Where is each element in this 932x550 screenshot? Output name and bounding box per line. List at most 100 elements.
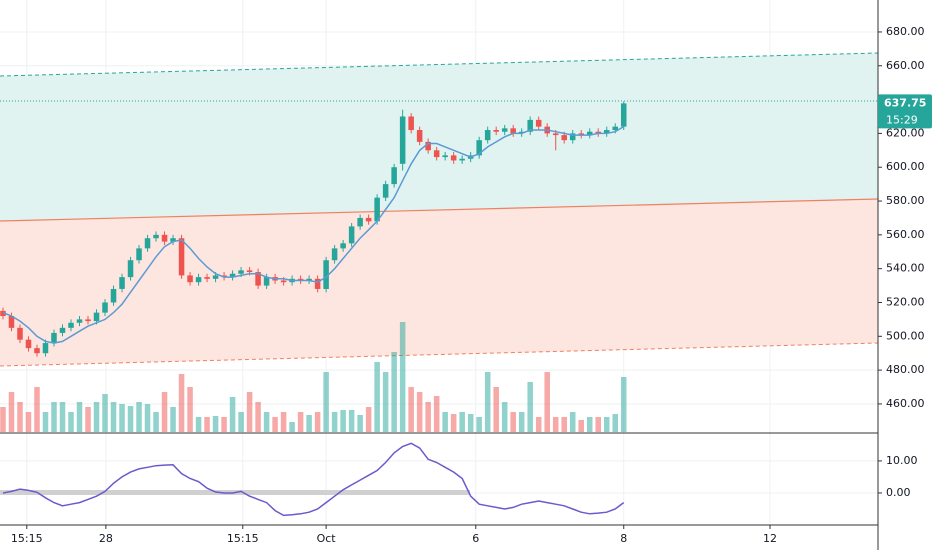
volume-bar: [93, 402, 100, 432]
candle-body: [612, 126, 619, 131]
volume-bar: [178, 374, 185, 432]
candle-body: [204, 277, 210, 279]
volume-bar: [416, 392, 423, 432]
candle-body: [93, 312, 100, 322]
volume-bar: [433, 396, 440, 432]
volume-bar: [331, 412, 338, 432]
volume-bar: [68, 412, 74, 432]
channel-bottom-line: [0, 342, 879, 367]
candle-body: [510, 128, 516, 134]
candle-body: [8, 316, 15, 328]
volume-bar: [187, 387, 193, 432]
candle-body: [595, 131, 601, 134]
volume-bar: [561, 417, 567, 432]
volume-bar: [289, 422, 295, 432]
candle-body: [586, 131, 593, 136]
volume-bar: [85, 407, 91, 432]
candle-body: [331, 248, 338, 261]
volume-bar: [518, 412, 525, 432]
channel-lower-zone: [0, 199, 878, 366]
candle-body: [433, 150, 440, 158]
candle-body: [136, 248, 142, 261]
candle-body: [357, 217, 363, 227]
x-tick-label: 15:15: [11, 532, 43, 545]
candle-body: [246, 270, 253, 273]
volume-bar: [527, 382, 533, 432]
moving-average: [2, 125, 625, 344]
last-price-badge: [878, 94, 932, 129]
volume-bar: [153, 412, 159, 432]
candle-body: [365, 217, 372, 222]
volume-bar: [306, 415, 312, 432]
volume-bar: [552, 417, 559, 432]
y-tick-label: 480.00: [886, 363, 925, 376]
oscillator-line: [2, 442, 625, 517]
volume-bar: [493, 387, 499, 432]
candle-body: [0, 310, 6, 317]
candle-body: [603, 130, 610, 134]
candle-body: [127, 260, 134, 278]
y-tick-label: 10.00: [886, 454, 918, 467]
volume-bar: [612, 414, 619, 432]
volume-bar: [229, 397, 236, 432]
candle-body: [306, 278, 312, 281]
candle-body: [391, 167, 397, 185]
volume-bar: [110, 402, 117, 432]
volume-bar: [578, 420, 584, 432]
y-tick-label: 560.00: [886, 228, 925, 241]
volume-bar: [221, 417, 227, 432]
candle-body: [314, 278, 321, 289]
candle-body: [450, 155, 457, 161]
candle-body: [238, 270, 244, 274]
volume-bar: [382, 372, 389, 432]
candle-body: [119, 277, 125, 289]
x-tick-label: 28: [99, 532, 113, 545]
candle-body: [374, 197, 380, 222]
volume-bar: [484, 372, 491, 432]
x-tick-label: 8: [620, 532, 627, 545]
volume-bar: [620, 377, 627, 432]
volume-bar: [450, 414, 457, 432]
volume-bar: [25, 412, 32, 432]
candle-body: [442, 155, 448, 158]
volume-bar: [102, 394, 108, 432]
candle-body: [527, 119, 533, 132]
volume-bar: [569, 412, 576, 432]
candle-body: [578, 133, 584, 136]
volume-bar: [314, 412, 321, 432]
volume-bar: [59, 402, 66, 432]
candle-body: [552, 133, 559, 136]
volume-bar: [272, 417, 278, 432]
countdown-label: 15:29: [886, 113, 918, 126]
candle-body: [348, 226, 355, 244]
candle-body: [212, 275, 219, 279]
volume-bar: [357, 415, 363, 432]
candle-body: [255, 272, 261, 286]
candle-body: [229, 273, 236, 278]
volume-bar: [399, 322, 406, 432]
volume-bar: [238, 412, 244, 432]
candle-body: [263, 277, 270, 286]
candle-body: [144, 238, 151, 249]
volume-bar: [535, 417, 542, 432]
candle-body: [110, 288, 117, 303]
volume-bar: [544, 372, 550, 432]
candle-body: [569, 133, 576, 141]
volume-bar: [595, 417, 601, 432]
candle-body: [34, 348, 40, 354]
candle-body: [178, 238, 185, 276]
y-tick-label: 500.00: [886, 329, 925, 342]
channel-upper-zone: [0, 53, 878, 221]
volume-bar: [42, 412, 49, 432]
volume-bar: [501, 402, 508, 432]
volume-bar: [442, 412, 448, 432]
candle-body: [399, 116, 406, 164]
candle-body: [484, 130, 491, 141]
candle-body: [85, 319, 91, 322]
volume-bar: [365, 407, 372, 432]
volume-bar: [0, 407, 6, 432]
volume-bar: [34, 387, 40, 432]
candle-body: [459, 158, 465, 161]
